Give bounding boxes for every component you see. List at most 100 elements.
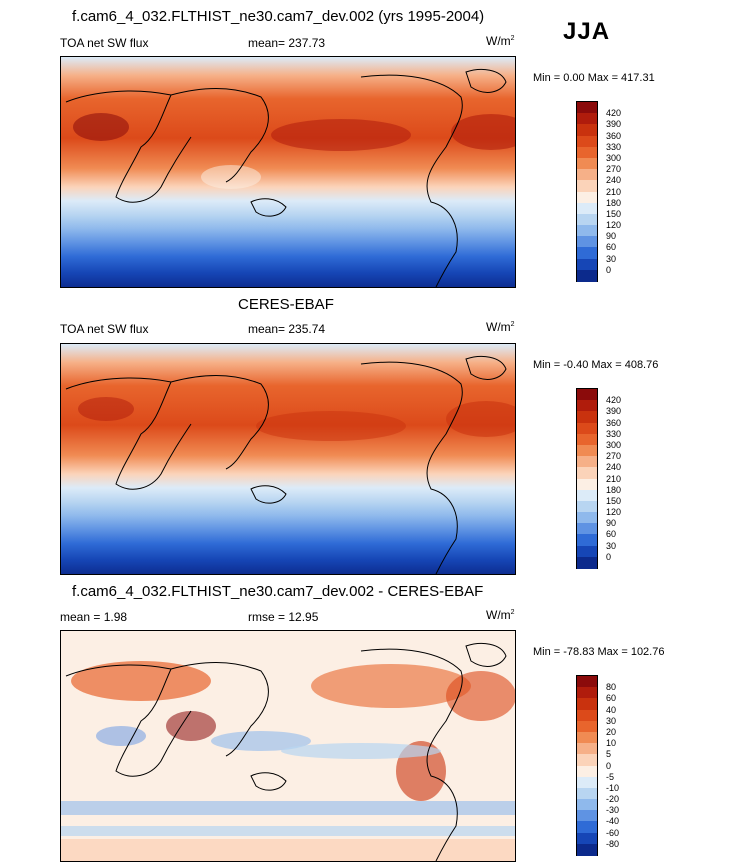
colorbar-tick-label: 60 [606, 529, 617, 540]
colorbar-swatch [577, 146, 597, 159]
colorbar-swatch [577, 202, 597, 215]
colorbar-swatch [577, 765, 597, 778]
colorbar-tick-label: 180 [606, 197, 622, 208]
colorbar-tick-label: 240 [606, 462, 622, 473]
colorbar-tick-label: 30 [606, 540, 617, 551]
colorbar-tick-label: -5 [606, 771, 615, 782]
panel-2-map-field [61, 344, 515, 574]
colorbar-tick-label: 0 [606, 264, 612, 275]
colorbar-tick-label: -80 [606, 838, 620, 849]
colorbar-swatch [577, 422, 597, 435]
colorbar-swatch [577, 731, 597, 744]
panel-2-colorbar: 420 390 360 330 300 270 240 210 180 150 120 90 60 30 0 [576, 388, 656, 569]
colorbar-swatch [577, 400, 597, 412]
panel-2-minmax: Min = -0.40 Max = 408.76 [533, 359, 659, 371]
colorbar-swatch [577, 810, 597, 822]
colorbar-swatch [577, 556, 597, 569]
panel-1-colorbar: 420 390 360 330 300 270 240 210 180 150 120 90 60 30 0 [576, 101, 656, 282]
colorbar-tick-label: 210 [606, 473, 622, 484]
season-label: JJA [563, 18, 611, 45]
colorbar-swatch [577, 743, 597, 755]
colorbar-swatch [577, 500, 597, 513]
panel-1-map [60, 56, 516, 288]
colorbar-swatch [577, 113, 597, 125]
colorbar-tick-label: 270 [606, 164, 622, 175]
colorbar-tick-label: -60 [606, 827, 620, 838]
colorbar-swatch [577, 821, 597, 834]
colorbar-tick-label: 5 [606, 749, 612, 760]
colorbar-swatch [577, 258, 597, 271]
colorbar-swatch [577, 124, 597, 137]
colorbar-swatch [577, 269, 597, 282]
panel-3-mean-label: mean = 1.98 [60, 610, 128, 624]
colorbar-tick-label: 30 [606, 253, 617, 264]
panel-2-map [60, 343, 516, 575]
colorbar-tick-label: 150 [606, 495, 622, 506]
colorbar-swatch [577, 545, 597, 558]
colorbar-tick-label: 300 [606, 439, 622, 450]
colorbar-tick-label: 40 [606, 704, 617, 715]
colorbar-tick-label: 180 [606, 484, 622, 495]
panel-1-mean-label: mean= 237.73 [248, 36, 326, 50]
colorbar-swatch [577, 157, 597, 170]
colorbar-tick-label: 80 [606, 682, 617, 693]
colorbar-swatch [577, 389, 597, 401]
colorbar-tick-label: 270 [606, 451, 622, 462]
colorbar-swatch [577, 169, 597, 181]
panel-2-variable-label: TOA net SW flux [60, 322, 149, 336]
colorbar-tick-label: 360 [606, 417, 622, 428]
colorbar-swatch [577, 832, 597, 845]
colorbar-swatch [577, 698, 597, 711]
colorbar-tick-label: 60 [606, 242, 617, 253]
colorbar-tick-label: 30 [606, 715, 617, 726]
panel-3-title: f.cam6_4_032.FLTHIST_ne30.cam7_dev.002 -… [72, 583, 484, 600]
colorbar-swatch [577, 191, 597, 204]
colorbar-tick-label: 90 [606, 231, 617, 242]
panel-1-map-field [61, 57, 515, 287]
panel-3-minmax: Min = -78.83 Max = 102.76 [533, 646, 665, 658]
colorbar-tick-label: 300 [606, 152, 622, 163]
colorbar-tick-label: 330 [606, 141, 622, 152]
panel-1-minmax: Min = 0.00 Max = 417.31 [533, 72, 655, 84]
colorbar-tick-label: -30 [606, 805, 620, 816]
colorbar-swatch [577, 523, 597, 535]
colorbar-swatch [577, 433, 597, 446]
panel-1-units: W/m2 [486, 34, 515, 48]
colorbar-tick-label: -10 [606, 782, 620, 793]
colorbar-swatch [577, 687, 597, 699]
panel-3-rmse-label: rmse = 12.95 [248, 610, 319, 624]
colorbar-swatch [577, 236, 597, 248]
panel-2-title: CERES-EBAF [238, 296, 334, 313]
panel-2-units: W/m2 [486, 320, 515, 334]
colorbar-tick-label: 390 [606, 406, 622, 417]
colorbar-tick-label: 0 [606, 551, 612, 562]
colorbar-tick-label: 20 [606, 726, 617, 737]
colorbar-swatch [577, 225, 597, 237]
panel-2-colorbar-swatches [576, 388, 598, 569]
colorbar-swatch [577, 534, 597, 547]
colorbar-tick-label: -20 [606, 794, 620, 805]
colorbar-swatch [577, 467, 597, 479]
colorbar-tick-label: 240 [606, 175, 622, 186]
panel-3-units: W/m2 [486, 608, 515, 622]
colorbar-tick-label: 60 [606, 693, 617, 704]
panel-1-title: f.cam6_4_032.FLTHIST_ne30.cam7_dev.002 (… [72, 8, 485, 25]
colorbar-tick-label: 390 [606, 119, 622, 130]
colorbar-swatch [577, 754, 597, 766]
colorbar-swatch [577, 135, 597, 148]
panel-3-map-field [61, 631, 515, 861]
panel-2-mean-label: mean= 235.74 [248, 322, 326, 336]
colorbar-swatch [577, 799, 597, 811]
colorbar-tick-label: 360 [606, 130, 622, 141]
colorbar-swatch [577, 444, 597, 457]
colorbar-swatch [577, 720, 597, 733]
colorbar-swatch [577, 411, 597, 424]
colorbar-swatch [577, 489, 597, 502]
colorbar-swatch [577, 843, 597, 856]
colorbar-swatch [577, 102, 597, 114]
colorbar-tick-label: 420 [606, 395, 622, 406]
colorbar-swatch [577, 213, 597, 226]
colorbar-swatch [577, 676, 597, 688]
colorbar-tick-label: 120 [606, 220, 622, 231]
colorbar-swatch [577, 776, 597, 789]
